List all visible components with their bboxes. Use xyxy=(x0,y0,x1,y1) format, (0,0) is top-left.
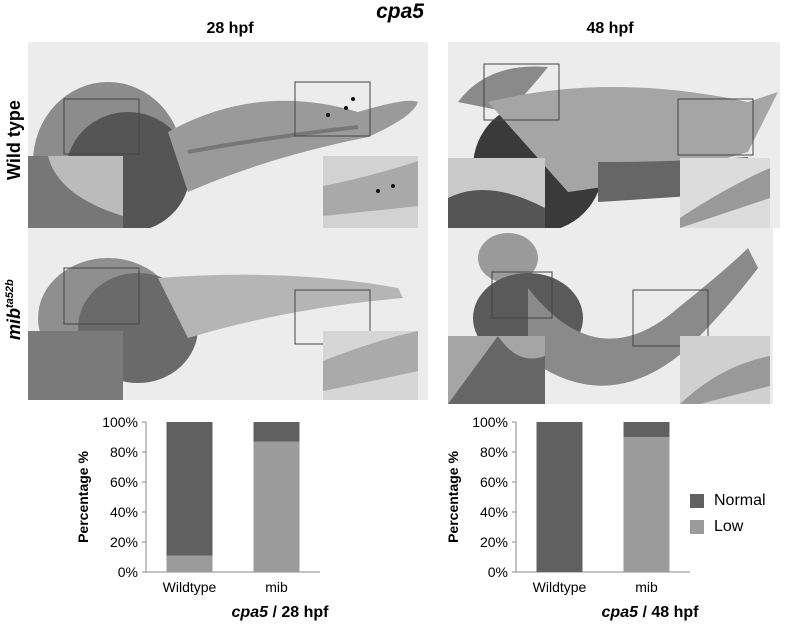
legend-label-normal: Normal xyxy=(714,492,766,509)
chart-caption-stage-48hpf: / 48 hpf xyxy=(638,604,699,621)
chart-cpa5-28hpf: 0% 20% 40% 60% 80% 100% Percentage % Wildtype mi… xyxy=(70,412,370,602)
chart-svg-48hpf: 0% 20% 40% 60% 80% 100% Percentage % Wildtype mi… xyxy=(445,414,690,595)
legend-label-low: Low xyxy=(714,518,744,535)
column-header-48hpf: 48 hpf xyxy=(586,20,634,37)
inset-mib-48hpf-tail xyxy=(680,336,770,404)
inset-mib-28hpf-head xyxy=(28,331,123,400)
row-label-mib-text: mib xyxy=(4,307,24,340)
chart-caption-gene-28hpf: cpa5 xyxy=(231,604,268,621)
x-tick-label: mib xyxy=(635,579,658,595)
bar-normal-mib xyxy=(253,422,300,442)
inset-mib-48hpf-head xyxy=(448,336,545,404)
micrograph-mib-48hpf xyxy=(448,228,773,404)
row-label-wildtype-text: Wild type xyxy=(4,100,24,180)
bar-normal-wildtype xyxy=(536,422,583,572)
chart-cpa5-48hpf: 0% 20% 40% 60% 80% 100% Percentage % Wildtype mi… xyxy=(440,412,740,602)
y-tick-label: 20% xyxy=(480,534,508,550)
y-tick-label: 100% xyxy=(102,414,138,430)
inset-wildtype-48hpf-tail xyxy=(680,158,770,228)
inset-wildtype-28hpf-tail xyxy=(323,156,418,228)
chart-caption-gene-48hpf: cpa5 xyxy=(601,604,638,621)
inset-wildtype-48hpf-head xyxy=(448,158,545,228)
inset-mib-28hpf-tail xyxy=(323,331,418,400)
row-label-mib-superscript: ta52b xyxy=(4,279,16,308)
y-tick-label: 20% xyxy=(110,534,138,550)
bar-low-mib xyxy=(623,437,670,572)
bar-low-mib xyxy=(253,441,300,572)
inset-wildtype-28hpf-head xyxy=(28,156,123,228)
legend-swatch-normal xyxy=(690,494,704,508)
row-label-wildtype: Wild type xyxy=(4,100,25,180)
y-tick-label: 60% xyxy=(480,474,508,490)
chart-svg-28hpf: 0% 20% 40% 60% 80% 100% Percentage % Wildtype mi… xyxy=(75,414,320,595)
bar-normal-mib xyxy=(623,422,670,437)
y-tick-label: 40% xyxy=(480,504,508,520)
y-tick-label: 80% xyxy=(480,444,508,460)
y-axis-label: Percentage % xyxy=(75,451,91,543)
y-tick-label: 0% xyxy=(488,564,508,580)
chart-caption-48hpf: cpa5 / 48 hpf xyxy=(525,604,775,622)
y-tick-label: 40% xyxy=(110,504,138,520)
x-tick-label: Wildtype xyxy=(533,579,587,595)
bar-low-wildtype xyxy=(166,555,213,572)
chart-caption-stage-28hpf: / 28 hpf xyxy=(268,604,329,621)
legend: Normal Low xyxy=(690,488,766,540)
micrograph-wildtype-28hpf xyxy=(28,42,428,228)
x-tick-label: mib xyxy=(265,579,288,595)
y-tick-label: 0% xyxy=(118,564,138,580)
bar-normal-wildtype xyxy=(166,422,213,556)
x-tick-label: Wildtype xyxy=(163,579,217,595)
figure-title: cpa5 xyxy=(376,0,424,23)
row-label-mib: mibta52b xyxy=(4,279,25,340)
y-tick-label: 60% xyxy=(110,474,138,490)
micrograph-wildtype-48hpf xyxy=(448,42,780,228)
legend-item-low: Low xyxy=(690,514,766,540)
y-tick-label: 100% xyxy=(472,414,508,430)
y-axis-label: Percentage % xyxy=(445,451,461,543)
micrograph-mib-28hpf xyxy=(28,228,428,400)
column-header-28hpf: 28 hpf xyxy=(206,20,254,37)
legend-item-normal: Normal xyxy=(690,488,766,514)
chart-caption-28hpf: cpa5 / 28 hpf xyxy=(155,604,405,622)
legend-swatch-low xyxy=(690,520,704,534)
y-tick-label: 80% xyxy=(110,444,138,460)
